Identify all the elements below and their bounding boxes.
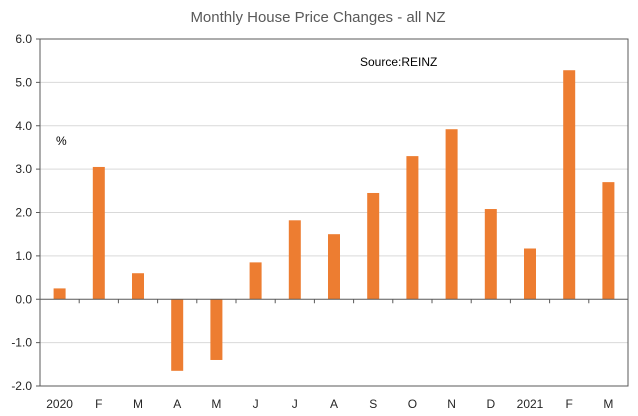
bar bbox=[132, 273, 144, 300]
bar bbox=[563, 70, 576, 300]
bar bbox=[288, 220, 301, 300]
bar bbox=[249, 262, 262, 300]
bar bbox=[210, 299, 223, 360]
bar bbox=[171, 299, 184, 371]
x-tick-label: A bbox=[330, 397, 338, 411]
bar bbox=[328, 234, 340, 300]
bar bbox=[445, 129, 458, 300]
x-tick-label: D bbox=[486, 397, 495, 411]
x-tick-label: M bbox=[211, 397, 221, 411]
chart-title: Monthly House Price Changes - all NZ bbox=[190, 9, 445, 26]
y-tick-label: 4.0 bbox=[15, 119, 32, 133]
y-tick-label: 6.0 bbox=[15, 32, 32, 46]
x-tick-label: 2021 bbox=[517, 397, 544, 411]
bar bbox=[602, 182, 615, 300]
bar bbox=[92, 166, 105, 300]
y-tick-label: 1.0 bbox=[15, 249, 32, 263]
x-tick-label: O bbox=[408, 397, 417, 411]
source-annotation: Source:REINZ bbox=[360, 55, 437, 69]
x-tick-label: J bbox=[292, 397, 298, 411]
y-axis-label: % bbox=[56, 134, 67, 148]
x-tick-labels: 2020 F M A M J J A S O N D 2021 F M bbox=[46, 397, 613, 411]
bar bbox=[367, 192, 380, 300]
y-tick-label: -2.0 bbox=[11, 379, 32, 393]
y-tick-label: 3.0 bbox=[15, 162, 32, 176]
x-tick-label: 2020 bbox=[46, 397, 73, 411]
x-tick-label: A bbox=[173, 397, 181, 411]
x-tick-label: F bbox=[566, 397, 573, 411]
bars bbox=[53, 70, 615, 371]
y-tick-labels: -2.0 -1.0 0.0 1.0 2.0 3.0 4.0 5.0 6.0 bbox=[11, 32, 32, 393]
x-tick-label: J bbox=[253, 397, 259, 411]
bar bbox=[484, 209, 497, 300]
x-tick-label: F bbox=[95, 397, 102, 411]
axes bbox=[36, 38, 629, 387]
x-tick-label: N bbox=[447, 397, 456, 411]
y-tick-label: -1.0 bbox=[11, 336, 32, 350]
y-tick-label: 0.0 bbox=[15, 292, 32, 306]
x-tick-label: M bbox=[603, 397, 613, 411]
y-tick-label: 2.0 bbox=[15, 206, 32, 220]
y-tick-label: 5.0 bbox=[15, 75, 32, 89]
x-tick-label: S bbox=[369, 397, 377, 411]
bar bbox=[53, 288, 66, 300]
x-tick-label: M bbox=[133, 397, 143, 411]
bar bbox=[406, 156, 419, 300]
bar bbox=[524, 248, 536, 300]
